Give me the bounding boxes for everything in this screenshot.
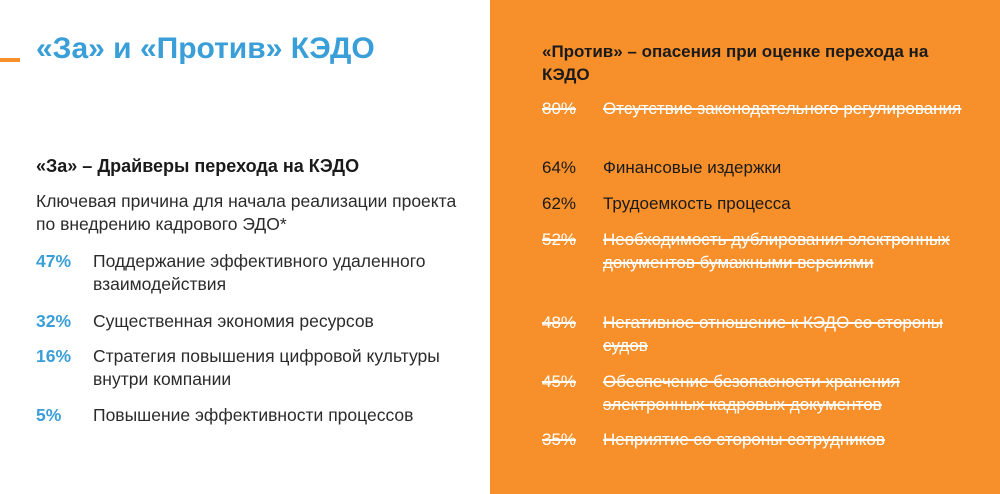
left-panel [0, 0, 490, 494]
right-panel [490, 0, 1000, 494]
pro-item-percent: 32% [36, 311, 72, 331]
con-item-percent: 64% [542, 158, 577, 177]
pro-item: 32% Существенная экономия ресурсов [36, 310, 486, 333]
con-item: 35% Неприятие со стороны сотрудников [542, 428, 962, 451]
con-item-text: Неприятие со стороны сотрудников [603, 430, 885, 449]
pro-item-text: Повышение эффективности процессов [93, 405, 414, 425]
pro-item-text: Существенная экономия ресурсов [93, 311, 374, 331]
con-item-text: Отсутствие законодательного регулировани… [603, 99, 962, 118]
con-item-percent: 35% [542, 430, 577, 449]
con-item: 45% Обеспечение безопасности хранения эл… [542, 370, 962, 416]
title-accent-bar [0, 58, 20, 62]
pro-item-percent: 5% [36, 405, 62, 425]
pro-item: 16% Стратегия повышения цифровой культур… [36, 345, 486, 391]
con-item-percent: 48% [542, 313, 577, 332]
con-item-text: Финансовые издержки [603, 158, 782, 177]
con-item: 52% Необходимость дублирования электронн… [542, 228, 962, 274]
pro-intro: Ключевая причина для начала реализации п… [36, 191, 457, 234]
con-item-percent: 52% [542, 230, 577, 249]
con-item-percent: 62% [542, 194, 577, 213]
pro-item-percent: 16% [36, 346, 72, 366]
con-item: 80% Отсутствие законодательного регулиро… [542, 97, 962, 120]
con-item-text: Трудоемкость процесса [603, 194, 791, 213]
con-heading: «Против» – опасения при оценке перехода … [542, 42, 929, 84]
con-item-text: Негативное отношение к КЭДО со стороны с… [603, 313, 943, 355]
pro-item-text: Поддержание эффективного удаленного взаи… [93, 251, 426, 294]
page-title: «За» и «Против» КЭДО [36, 32, 375, 65]
con-item-percent: 45% [542, 372, 577, 391]
con-item: 62% Трудоемкость процесса [542, 192, 962, 215]
pro-heading: «За» – Драйверы перехода на КЭДО [36, 156, 360, 176]
con-item-text: Необходимость дублирования электронных д… [603, 230, 950, 272]
pro-item-percent: 47% [36, 251, 72, 271]
pro-item: 47% Поддержание эффективного удаленного … [36, 250, 486, 296]
con-item-percent: 80% [542, 99, 577, 118]
pro-item-text: Стратегия повышения цифровой культуры вн… [93, 346, 440, 389]
con-item: 48% Негативное отношение к КЭДО со сторо… [542, 311, 962, 357]
con-item: 64% Финансовые издержки [542, 156, 962, 179]
pro-item: 5% Повышение эффективности процессов [36, 404, 486, 427]
con-item-text: Обеспечение безопасности хранения электр… [603, 372, 900, 414]
